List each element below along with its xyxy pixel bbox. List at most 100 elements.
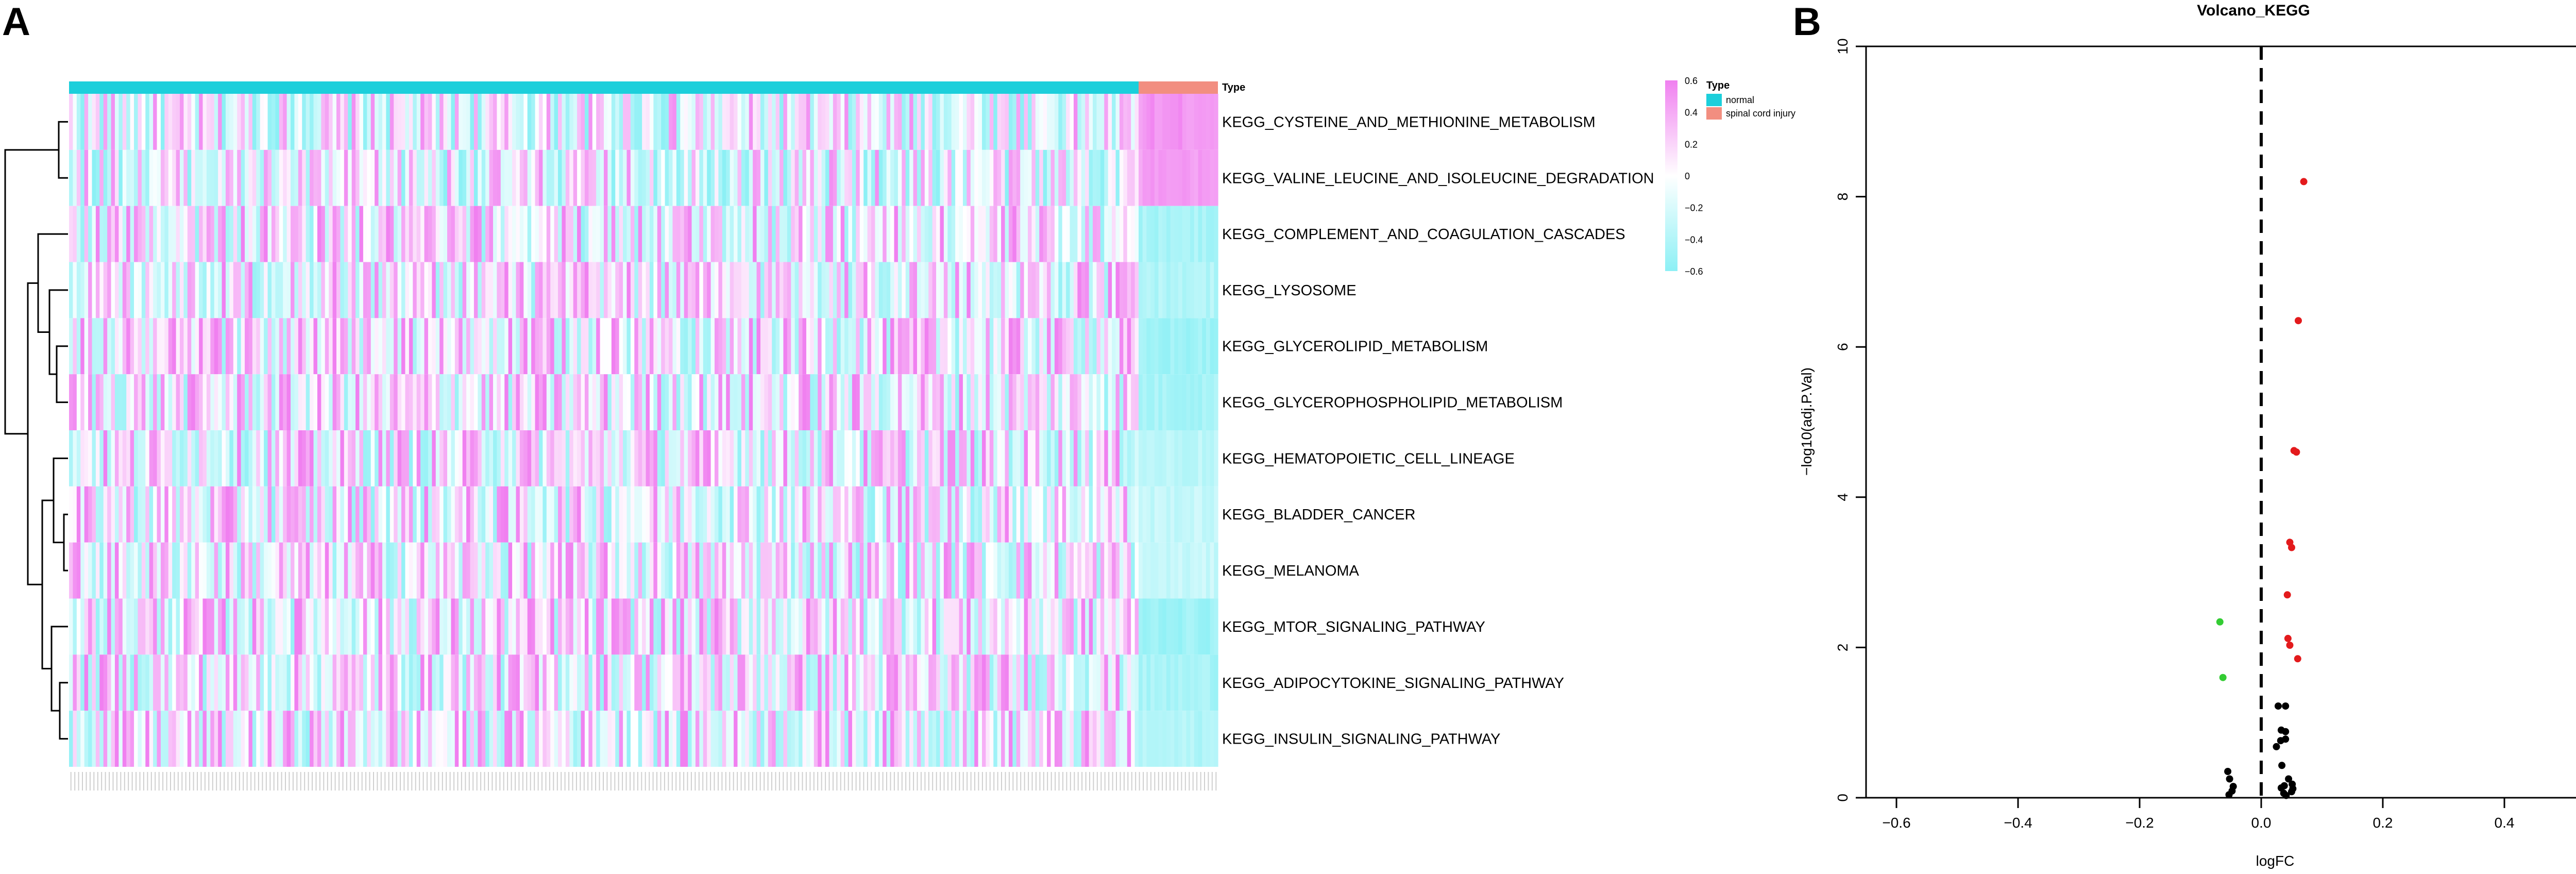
heatmap-cell (1162, 486, 1167, 543)
heatmap-cell (1058, 430, 1063, 486)
heatmap-cell (451, 486, 455, 543)
heatmap-cell (103, 149, 108, 206)
heatmap-cell (1202, 206, 1207, 262)
heatmap-cell (149, 654, 154, 711)
heatmap-cell (936, 94, 941, 150)
heatmap-cell (126, 94, 131, 150)
heatmap-cell (642, 262, 647, 318)
heatmap-cell (1123, 94, 1128, 150)
heatmap-cell (1104, 318, 1109, 375)
heatmap-cell (298, 486, 302, 543)
heatmap-cell (291, 542, 295, 599)
heatmap-cell (1174, 262, 1179, 318)
heatmap-cell (1089, 374, 1093, 430)
heatmap-cell (886, 149, 891, 206)
heatmap-cell (103, 430, 108, 486)
heatmap-cell (848, 206, 853, 262)
heatmap-cell (699, 486, 704, 543)
heatmap-cell (149, 542, 154, 599)
heatmap-cell (279, 486, 283, 543)
heatmap-cell (420, 374, 425, 430)
heatmap-cell (405, 598, 410, 655)
heatmap-cell (245, 262, 249, 318)
heatmap-cell (229, 654, 234, 711)
heatmap-cell (386, 542, 391, 599)
heatmap-cell (1027, 374, 1032, 430)
heatmap-cell (550, 598, 555, 655)
heatmap-cell (248, 318, 253, 375)
heatmap-cell (302, 542, 307, 599)
heatmap-cell (336, 654, 341, 711)
heatmap-cell (947, 94, 952, 150)
heatmap-cell (233, 149, 238, 206)
heatmap-cell (210, 94, 215, 150)
heatmap-cell (626, 430, 631, 486)
heatmap-cell (894, 430, 899, 486)
heatmap-cell (962, 542, 967, 599)
heatmap-cell (890, 94, 895, 150)
heatmap-cell (1190, 262, 1195, 318)
point-up-significant (2294, 655, 2301, 663)
heatmap-cell (382, 654, 386, 711)
heatmap-cell (531, 318, 536, 375)
heatmap-cell (837, 262, 841, 318)
heatmap-cell (1190, 374, 1195, 430)
heatmap-cell (749, 318, 753, 375)
heatmap-cell (1123, 206, 1128, 262)
heatmap-cell (783, 654, 788, 711)
heatmap-cell (1119, 374, 1124, 430)
heatmap-cell (1134, 149, 1139, 206)
heatmap-cell (588, 374, 593, 430)
heatmap-cell (573, 598, 578, 655)
heatmap-cell (310, 654, 314, 711)
heatmap-cell (1162, 374, 1167, 430)
heatmap-cell (672, 318, 677, 375)
heatmap-cell (924, 654, 929, 711)
heatmap-cell (473, 711, 478, 767)
heatmap-cell (164, 711, 169, 767)
heatmap-cell (141, 318, 146, 375)
heatmap-cell (1112, 598, 1116, 655)
heatmap-cell (500, 318, 505, 375)
heatmap-cell (149, 598, 154, 655)
heatmap-cell (1047, 542, 1052, 599)
heatmap-cell (245, 94, 249, 150)
heatmap-cell (722, 318, 726, 375)
heatmap-cell (405, 149, 410, 206)
heatmap-cell (928, 598, 933, 655)
heatmap-cell (99, 654, 104, 711)
heatmap-cell (623, 542, 628, 599)
heatmap-cell (1131, 542, 1136, 599)
heatmap-cell (871, 654, 876, 711)
heatmap-cell (978, 374, 982, 430)
heatmap-cell (1096, 542, 1101, 599)
heatmap-cell (493, 542, 497, 599)
heatmap-cell (1150, 318, 1155, 375)
heatmap-cell (462, 374, 467, 430)
heatmap-cell (187, 149, 192, 206)
heatmap-cell (519, 149, 524, 206)
heatmap-cell (1005, 486, 1009, 543)
heatmap-cell (512, 374, 517, 430)
heatmap-cell (734, 598, 738, 655)
heatmap-cell (416, 430, 421, 486)
heatmap-cell (703, 486, 707, 543)
heatmap-cell (222, 94, 226, 150)
heatmap-cell (1182, 542, 1187, 599)
heatmap-cell (454, 654, 459, 711)
heatmap-cell (1085, 430, 1090, 486)
heatmap-cell (951, 206, 956, 262)
heatmap-cell (799, 149, 803, 206)
heatmap-cell (497, 486, 501, 543)
heatmap-cell (118, 711, 123, 767)
heatmap-cell (554, 318, 558, 375)
heatmap-cell (974, 374, 979, 430)
heatmap-cell (195, 542, 199, 599)
heatmap-cell (875, 711, 879, 767)
annotation-segment-injury (1139, 81, 1218, 94)
heatmap-cell (1058, 598, 1063, 655)
heatmap-cell (649, 262, 654, 318)
heatmap-cell (615, 542, 620, 599)
heatmap-cell (535, 430, 539, 486)
heatmap-cell (863, 598, 868, 655)
